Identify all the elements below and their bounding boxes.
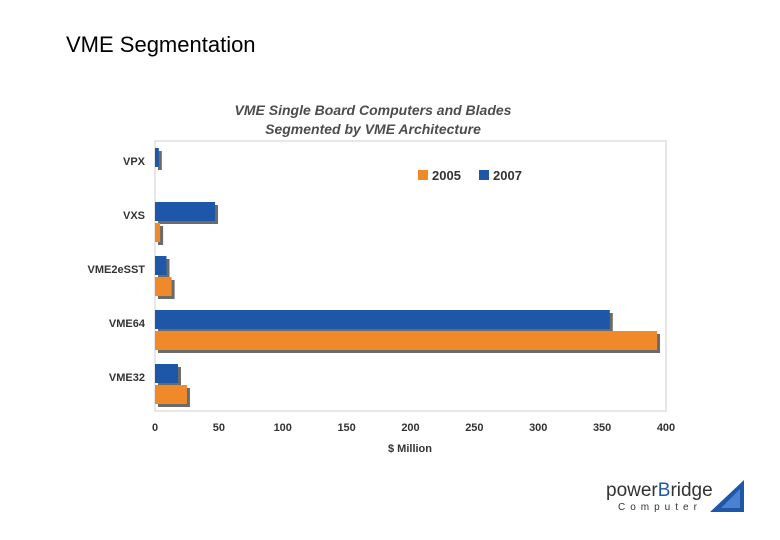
x-axis-label: $ Million — [388, 443, 432, 455]
x-tick-label: 50 — [213, 422, 225, 434]
category-label: VPX — [123, 156, 146, 168]
x-tick-label: 250 — [465, 422, 483, 434]
bar-vme64-2007 — [155, 310, 610, 329]
slide-title: VME Segmentation — [66, 32, 256, 57]
x-tick-label: 350 — [593, 422, 611, 434]
bar-vme2esst-2005 — [155, 277, 172, 296]
legend: 2005 2007 — [418, 168, 522, 183]
legend-swatch-2005 — [418, 170, 428, 180]
logo-wordmark: powerBridge — [606, 480, 713, 502]
x-tick-label: 400 — [657, 422, 675, 434]
legend-swatch-2007 — [479, 170, 489, 180]
plot-area — [154, 140, 667, 412]
category-labels: VPX VXS VME2eSST VME64 VME32 — [88, 156, 146, 384]
legend-label-2007: 2007 — [493, 168, 522, 183]
x-tick-label: 200 — [401, 422, 419, 434]
x-tick-labels: 0 50 100 150 200 250 300 350 400 — [152, 422, 675, 434]
logo-triangle-icon — [710, 480, 744, 512]
bar-vme32-2007 — [155, 364, 178, 383]
x-tick-label: 100 — [274, 422, 292, 434]
bar-vme64-2005 — [155, 331, 658, 350]
logo-word-suffix: ridge — [670, 480, 713, 501]
bars-layer — [155, 148, 661, 407]
bar-vxs-2007 — [155, 202, 216, 221]
chart-title-line-1: VME Single Board Computers and Blades — [235, 102, 512, 118]
bar-vpx-2007 — [155, 148, 159, 167]
logo-word-prefix: power — [606, 480, 658, 501]
bar-vme2esst-2007 — [155, 256, 167, 275]
bar-vme32-2005 — [155, 385, 187, 404]
bar-shadow — [158, 151, 162, 170]
bar-vxs-2005 — [155, 223, 161, 242]
category-label: VME64 — [109, 318, 146, 330]
category-label: VME2eSST — [88, 264, 146, 276]
category-label: VXS — [123, 210, 145, 222]
x-tick-label: 150 — [337, 422, 355, 434]
category-label: VME32 — [109, 372, 145, 384]
powerbridge-logo: powerBridge Computer — [606, 480, 756, 520]
legend-label-2005: 2005 — [432, 168, 461, 183]
x-tick-label: 300 — [529, 422, 547, 434]
bar-shadow — [158, 226, 164, 245]
logo-word-accent: B — [657, 480, 671, 501]
chart-title-line-2: Segmented by VME Architecture — [265, 121, 481, 137]
x-tick-label: 0 — [152, 422, 158, 434]
logo-subtitle: Computer — [618, 502, 702, 513]
